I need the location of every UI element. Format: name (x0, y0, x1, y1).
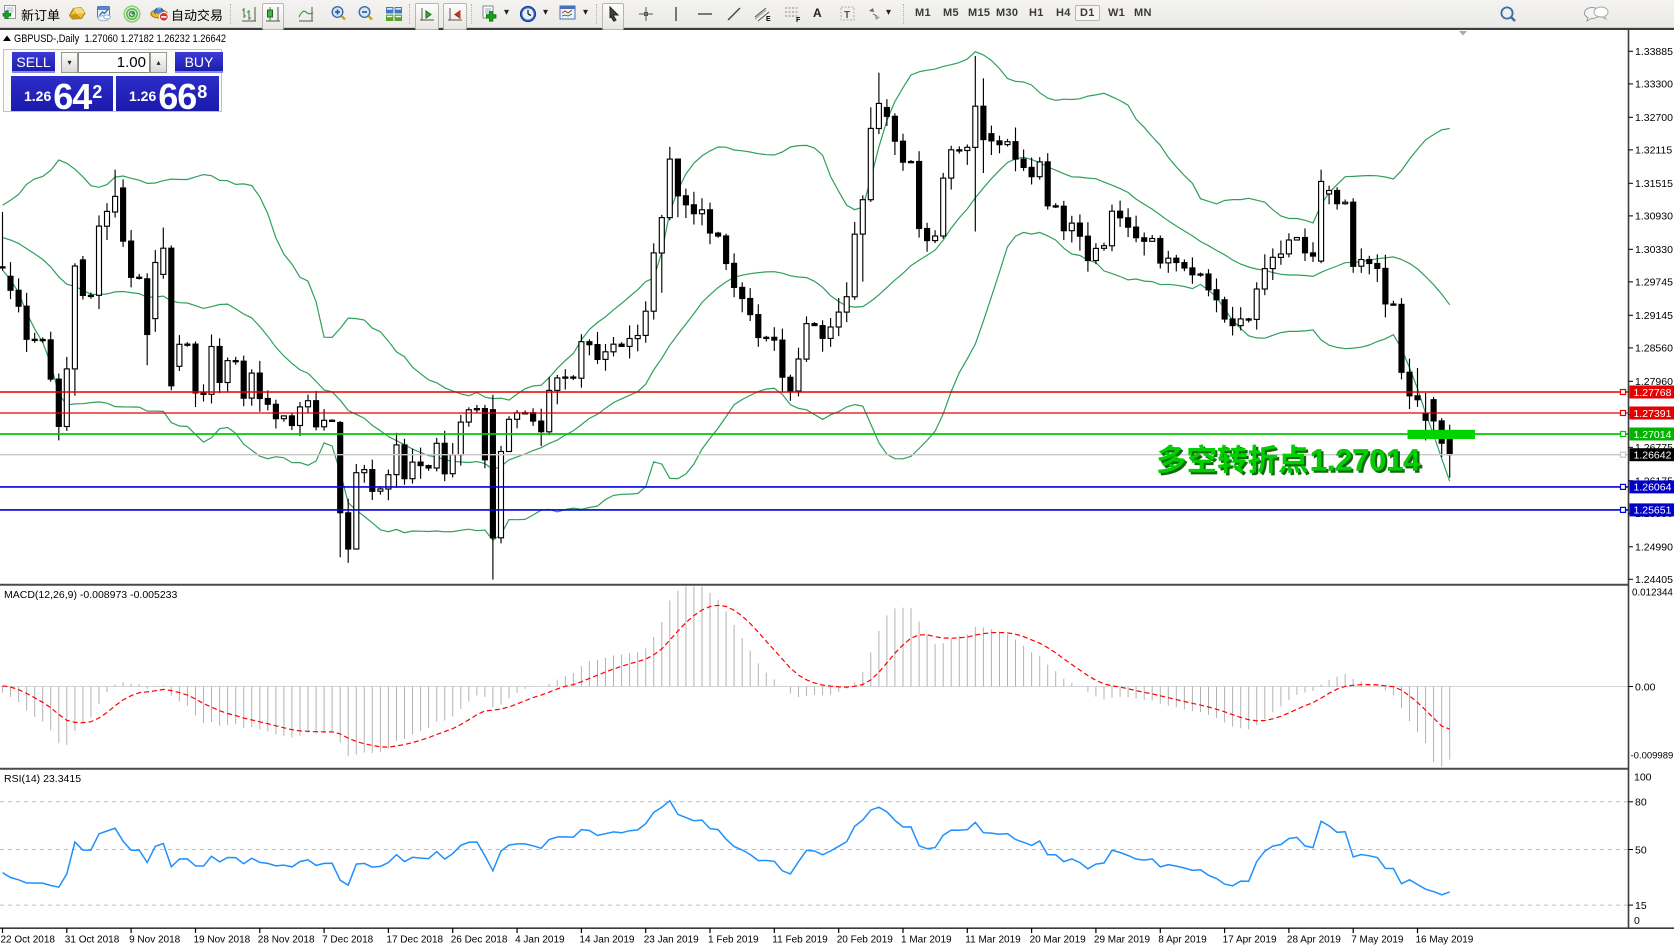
svg-text:1.33300: 1.33300 (1635, 79, 1673, 91)
svg-text:F: F (796, 17, 801, 23)
svg-text:17 Dec 2018: 17 Dec 2018 (386, 935, 443, 946)
svg-text:1.26642: 1.26642 (1634, 450, 1672, 462)
svg-text:28 Apr 2019: 28 Apr 2019 (1287, 935, 1341, 946)
svg-text:1.28560: 1.28560 (1635, 343, 1673, 355)
svg-text:E: E (766, 16, 771, 23)
svg-text:80: 80 (1635, 797, 1647, 809)
svg-text:1.24405: 1.24405 (1635, 574, 1673, 586)
svg-text:RSI(14) 23.3415: RSI(14) 23.3415 (4, 773, 81, 785)
svg-text:11 Feb 2019: 11 Feb 2019 (772, 935, 828, 946)
svg-text:MACD(12,26,9) -0.008973 -0.005: MACD(12,26,9) -0.008973 -0.005233 (4, 589, 178, 601)
svg-text:T: T (844, 10, 850, 21)
svg-text:7 Dec 2018: 7 Dec 2018 (322, 935, 374, 946)
svg-text:8 Apr 2019: 8 Apr 2019 (1158, 935, 1207, 946)
svg-text:1.30930: 1.30930 (1635, 211, 1673, 223)
svg-text:1.32115: 1.32115 (1635, 145, 1672, 157)
svg-text:1.27768: 1.27768 (1634, 387, 1672, 399)
svg-text:14 Jan 2019: 14 Jan 2019 (579, 935, 634, 946)
svg-text:7 May 2019: 7 May 2019 (1351, 935, 1404, 946)
svg-text:1 Feb 2019: 1 Feb 2019 (708, 935, 759, 946)
svg-text:16 May 2019: 16 May 2019 (1416, 935, 1474, 946)
svg-text:15: 15 (1635, 900, 1647, 912)
svg-text:9 Nov 2018: 9 Nov 2018 (129, 935, 181, 946)
svg-text:20 Feb 2019: 20 Feb 2019 (837, 935, 894, 946)
svg-text:28 Nov 2018: 28 Nov 2018 (258, 935, 315, 946)
svg-text:19 Nov 2018: 19 Nov 2018 (194, 935, 251, 946)
svg-text:20 Mar 2019: 20 Mar 2019 (1030, 935, 1087, 946)
svg-text:1.29745: 1.29745 (1635, 277, 1673, 289)
svg-text:100: 100 (1634, 772, 1652, 784)
svg-text:0: 0 (1634, 915, 1640, 927)
svg-text:1.26064: 1.26064 (1634, 482, 1672, 494)
svg-text:1.27014: 1.27014 (1310, 444, 1420, 478)
svg-text:1.33885: 1.33885 (1635, 46, 1673, 58)
svg-text:4 Jan 2019: 4 Jan 2019 (515, 935, 565, 946)
svg-text:1.24990: 1.24990 (1635, 542, 1673, 554)
svg-text:GBPUSD-,Daily 1.27060 1.27182: GBPUSD-,Daily 1.27060 1.27182 1.26232 1.… (14, 33, 226, 45)
svg-text:0.00: 0.00 (1635, 681, 1656, 693)
svg-text:22 Oct 2018: 22 Oct 2018 (1, 935, 56, 946)
svg-text:1.27391: 1.27391 (1634, 408, 1672, 420)
svg-text:50: 50 (1635, 844, 1647, 856)
svg-text:1.27014: 1.27014 (1634, 429, 1672, 441)
svg-text:29 Mar 2019: 29 Mar 2019 (1094, 935, 1151, 946)
svg-text:11 Mar 2019: 11 Mar 2019 (965, 935, 1021, 946)
svg-text:17 Apr 2019: 17 Apr 2019 (1223, 935, 1277, 946)
svg-text:1.32700: 1.32700 (1635, 112, 1673, 124)
svg-text:1.30330: 1.30330 (1635, 244, 1673, 256)
svg-text:1.27960: 1.27960 (1635, 376, 1673, 388)
svg-text:1.25651: 1.25651 (1634, 505, 1672, 517)
svg-text:26 Dec 2018: 26 Dec 2018 (451, 935, 508, 946)
svg-text:0.012344: 0.012344 (1632, 588, 1673, 599)
svg-text:-0.009989: -0.009989 (1631, 751, 1674, 762)
svg-text:23 Jan 2019: 23 Jan 2019 (644, 935, 699, 946)
svg-text:31 Oct 2018: 31 Oct 2018 (65, 935, 120, 946)
svg-text:1.29145: 1.29145 (1635, 310, 1673, 322)
svg-text:1 Mar 2019: 1 Mar 2019 (901, 935, 952, 946)
svg-text:1.31515: 1.31515 (1635, 178, 1673, 190)
